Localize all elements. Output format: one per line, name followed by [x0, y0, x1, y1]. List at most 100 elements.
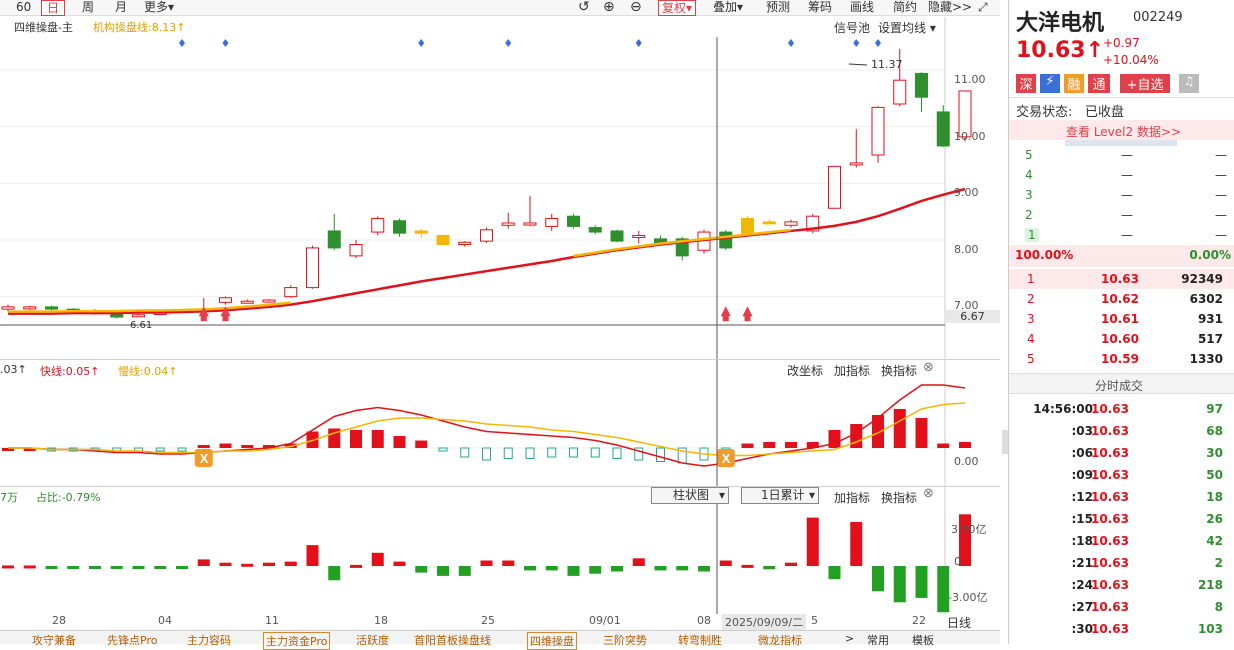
macd-bar — [482, 447, 491, 461]
close-panel-icon[interactable]: ⊗ — [923, 486, 934, 501]
flow-bar — [632, 558, 645, 566]
next-tab-icon[interactable]: > — [845, 632, 855, 645]
quote-panel: 大洋电机 002249 10.63↑ +0.97 +10.04% 深 ⚡ 融 通… — [1008, 0, 1234, 644]
fast-line-value: 快线:0.05↑ — [40, 365, 100, 378]
zoom-in-icon[interactable]: ⊕ — [603, 0, 615, 15]
ticks-title: 分时成交 — [1095, 379, 1144, 393]
add-indicator-button[interactable]: 加指标 — [834, 364, 871, 378]
period-day-button[interactable]: 日 — [41, 0, 66, 16]
tab-indicator[interactable]: 首阳首板操盘线 — [414, 634, 491, 647]
chart-type-select[interactable]: 柱状图 ▾ — [651, 487, 729, 504]
tab-indicator-active[interactable]: 四维操盘 — [527, 632, 577, 650]
overlay-dropdown[interactable]: 叠加▾ — [713, 0, 744, 14]
tick-row: 14:56:00 10.63 97 — [1009, 399, 1234, 419]
margin-badge[interactable]: 融 — [1064, 74, 1084, 93]
tab-indicator[interactable]: 转弯制胜 — [678, 634, 722, 647]
hide-button[interactable]: 隐藏>> — [928, 0, 973, 14]
tab-indicator[interactable]: 微龙指标 — [758, 634, 802, 647]
sell-ratio: 0.00% — [1189, 248, 1231, 262]
simple-button[interactable]: 简约 — [893, 0, 918, 14]
main-indicator-name[interactable]: 四维操盘-主 — [14, 21, 73, 34]
change-coord-button[interactable]: 改坐标 — [787, 364, 824, 378]
candle-body — [284, 287, 298, 298]
macd-bar — [741, 443, 754, 448]
tab-indicator[interactable]: 攻守兼备 — [32, 634, 76, 647]
fuquan-dropdown[interactable]: 复权▾ — [658, 0, 697, 16]
period-60-button[interactable]: 60 — [16, 0, 32, 14]
candle-body — [958, 90, 972, 138]
candle-body — [741, 217, 754, 234]
signal-diamond — [875, 39, 881, 47]
common-button[interactable]: 常用 — [867, 634, 889, 647]
level2-link[interactable]: 查看 Level2 数据>> — [1009, 120, 1234, 140]
fullscreen-icon[interactable]: ⤢ — [978, 0, 988, 14]
x-axis-label: 25 — [481, 614, 495, 627]
period-select[interactable]: 1日累计 ▾ — [741, 487, 819, 504]
signal-diamond — [418, 39, 425, 47]
zoom-out-icon[interactable]: ⊖ — [630, 0, 642, 15]
period-month-button[interactable]: 月 — [115, 0, 128, 14]
signal-pool-button[interactable]: 信号池 — [834, 21, 871, 35]
tick-row: :06 10.63 30 — [1009, 443, 1234, 463]
chips-button[interactable]: 筹码 — [808, 0, 833, 14]
add-favorite-button[interactable]: +自选 — [1120, 74, 1170, 93]
ticks-header: 分时成交 — [1009, 373, 1234, 394]
candle-body — [893, 79, 907, 105]
period-week-button[interactable]: 周 — [82, 0, 95, 14]
template-button[interactable]: 模板 — [912, 634, 934, 647]
macd-bar — [155, 447, 165, 452]
cross-signal-glyph: X — [722, 451, 731, 466]
ask-price: — — [1121, 208, 1133, 222]
macd-bar — [219, 443, 232, 448]
collapse-handle[interactable] — [1002, 430, 1008, 454]
ask-volume: — — [1215, 228, 1227, 242]
undo-icon[interactable]: ↺ — [578, 0, 590, 15]
tab-indicator[interactable]: 三阶突势 — [603, 634, 647, 647]
market-badge[interactable]: 深 — [1016, 74, 1036, 93]
candle-body — [828, 165, 841, 209]
bell-icon[interactable]: ♫ — [1179, 74, 1199, 93]
macd-bar — [915, 418, 928, 448]
tab-indicator[interactable]: 主力容码 — [187, 634, 231, 647]
connect-badge[interactable]: 通 — [1088, 74, 1110, 93]
add-indicator-button[interactable]: 加指标 — [834, 491, 871, 505]
tick-time: :09 — [1071, 468, 1094, 482]
set-ma-dropdown[interactable]: 设置均线 ▾ — [878, 21, 936, 35]
bid-price: 10.59 — [1101, 352, 1139, 366]
candle-body — [480, 229, 493, 242]
rocket-icon — [720, 306, 731, 322]
flow-bar — [785, 562, 797, 566]
lightning-icon[interactable]: ⚡ — [1040, 74, 1060, 93]
warn-button[interactable]: 预测 — [766, 0, 791, 14]
ask-row: 5 — — — [1009, 145, 1234, 165]
tab-indicator[interactable]: 主力资金Pro — [263, 632, 331, 650]
macd-bar — [828, 430, 841, 448]
candle-body — [371, 217, 385, 233]
bid-price: 10.61 — [1101, 312, 1139, 326]
tab-indicator[interactable]: 先锋点Pro — [107, 634, 158, 647]
flow-bar — [415, 566, 428, 573]
tick-volume: 8 — [1214, 600, 1223, 614]
tick-price: 10.63 — [1091, 468, 1129, 482]
flow-bar — [654, 566, 667, 571]
draw-line-button[interactable]: 画线 — [850, 0, 875, 14]
expand-arrow-icon[interactable] — [1065, 140, 1177, 146]
period-more-dropdown[interactable]: 更多▾ — [144, 0, 175, 14]
close-panel-icon[interactable]: ⊗ — [923, 360, 934, 375]
panel-divider[interactable] — [0, 486, 1000, 487]
tick-row: :03 10.63 68 — [1009, 421, 1234, 441]
flow-bar — [698, 566, 710, 572]
tab-indicator[interactable]: 活跃度 — [356, 634, 389, 647]
x-axis-label: 08 — [697, 614, 711, 627]
tick-price: 10.63 — [1091, 600, 1129, 614]
switch-indicator-button[interactable]: 换指标 — [881, 364, 918, 378]
switch-indicator-button[interactable]: 换指标 — [881, 491, 918, 505]
panel-divider[interactable] — [0, 359, 1000, 360]
flow-bar — [219, 562, 232, 566]
flow-bar — [850, 522, 863, 566]
macd-bar — [656, 447, 665, 462]
cursor-date-label: 2025/09/09/二 — [722, 614, 807, 630]
flow-bar — [828, 566, 841, 580]
macd-bar — [23, 448, 36, 451]
